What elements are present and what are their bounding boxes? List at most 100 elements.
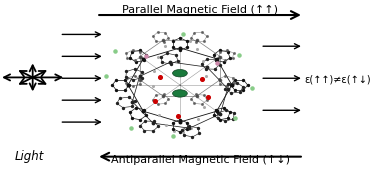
Point bbox=[213, 59, 219, 62]
Point bbox=[211, 53, 217, 56]
Point bbox=[217, 83, 223, 86]
Point bbox=[224, 109, 230, 112]
Point bbox=[114, 102, 120, 105]
Point bbox=[204, 99, 210, 101]
Point bbox=[217, 49, 223, 52]
Point bbox=[142, 120, 148, 122]
Text: Light: Light bbox=[14, 150, 44, 163]
Point bbox=[214, 110, 220, 113]
Point bbox=[144, 55, 150, 58]
Point bbox=[179, 128, 185, 131]
Point bbox=[141, 129, 147, 132]
Point bbox=[214, 62, 220, 64]
Point bbox=[137, 55, 143, 58]
Point bbox=[193, 40, 199, 43]
Point bbox=[167, 61, 173, 63]
Point bbox=[123, 52, 129, 55]
Point bbox=[216, 78, 222, 80]
Point bbox=[166, 97, 172, 100]
Point bbox=[133, 107, 139, 109]
Point bbox=[152, 100, 158, 103]
Point bbox=[231, 52, 237, 55]
Point bbox=[152, 100, 158, 102]
Point bbox=[150, 35, 156, 38]
Point bbox=[201, 106, 207, 108]
Point bbox=[126, 96, 132, 98]
Point bbox=[137, 51, 143, 53]
Point bbox=[155, 56, 161, 58]
Point bbox=[204, 66, 210, 69]
Point bbox=[181, 134, 187, 137]
Point bbox=[199, 63, 205, 65]
Point bbox=[155, 31, 161, 33]
Point bbox=[129, 100, 135, 103]
Point bbox=[124, 57, 130, 60]
Point bbox=[170, 40, 176, 42]
Point bbox=[153, 94, 159, 97]
Point bbox=[232, 78, 238, 81]
Point bbox=[141, 108, 147, 111]
Point bbox=[177, 118, 183, 121]
Point bbox=[150, 122, 156, 124]
Point bbox=[124, 76, 130, 79]
Point bbox=[202, 67, 208, 70]
Point bbox=[204, 58, 210, 61]
Point bbox=[127, 111, 133, 114]
Point bbox=[132, 100, 138, 103]
Point bbox=[249, 87, 255, 90]
Point bbox=[213, 58, 219, 61]
Point bbox=[217, 113, 223, 115]
Point bbox=[150, 85, 156, 87]
Text: ε(↑↑)≠ε(↑↓): ε(↑↑)≠ε(↑↓) bbox=[305, 74, 371, 84]
Point bbox=[129, 105, 135, 108]
Point bbox=[203, 74, 209, 77]
Point bbox=[140, 57, 146, 60]
Point bbox=[225, 82, 231, 85]
Point bbox=[225, 117, 231, 120]
Point bbox=[225, 87, 231, 90]
Point bbox=[156, 113, 162, 116]
Point bbox=[178, 37, 184, 39]
Point bbox=[170, 38, 176, 41]
Point bbox=[170, 128, 176, 130]
Point bbox=[192, 102, 198, 105]
Point bbox=[222, 59, 228, 62]
Point bbox=[214, 57, 220, 60]
Point bbox=[137, 78, 143, 81]
Point bbox=[205, 95, 211, 98]
Point bbox=[130, 79, 136, 81]
Point bbox=[193, 93, 199, 96]
Point bbox=[161, 40, 167, 43]
Point bbox=[153, 40, 159, 42]
Point bbox=[133, 61, 139, 63]
Point bbox=[224, 85, 230, 88]
Point bbox=[228, 84, 234, 86]
Point bbox=[129, 127, 135, 129]
Point bbox=[177, 121, 183, 123]
Point bbox=[177, 37, 183, 39]
Point bbox=[127, 56, 133, 59]
Point bbox=[120, 106, 126, 109]
Point bbox=[112, 50, 118, 53]
Point bbox=[139, 71, 145, 73]
Point bbox=[137, 124, 143, 127]
Point bbox=[123, 82, 129, 84]
Point bbox=[137, 49, 143, 52]
Point bbox=[215, 117, 221, 120]
Point bbox=[125, 84, 131, 86]
Point bbox=[222, 74, 228, 77]
Point bbox=[188, 97, 195, 100]
Point bbox=[132, 68, 138, 70]
Point bbox=[139, 76, 145, 79]
Point bbox=[177, 131, 183, 133]
Point bbox=[130, 49, 136, 51]
Point bbox=[232, 89, 238, 92]
Point bbox=[129, 117, 135, 120]
Point bbox=[157, 76, 163, 79]
Point bbox=[164, 52, 170, 55]
Point bbox=[186, 127, 192, 130]
Point bbox=[222, 120, 228, 123]
Circle shape bbox=[173, 90, 187, 97]
Point bbox=[200, 60, 206, 63]
Point bbox=[155, 125, 161, 128]
